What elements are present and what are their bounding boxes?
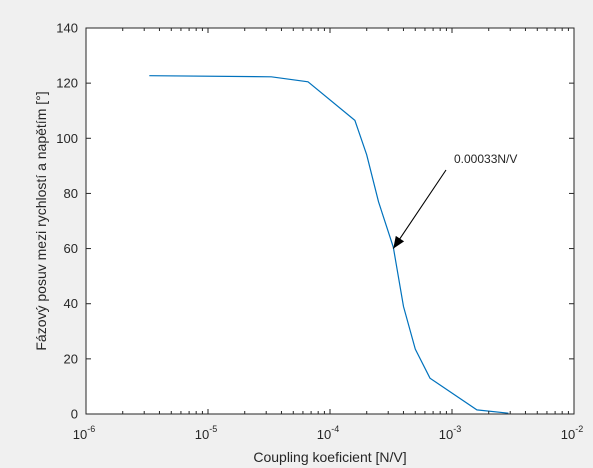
y-tick-label: 60 <box>64 241 78 256</box>
x-tick-label: 10-5 <box>195 424 217 442</box>
x-tick-label-base: 10 <box>195 427 209 442</box>
y-tick-label: 40 <box>64 296 78 311</box>
x-tick-label-base: 10 <box>73 427 87 442</box>
x-axis-label: Coupling koeficient [N/V] <box>253 449 406 465</box>
annotation-arrowhead <box>393 235 405 249</box>
x-tick-label-exponent: -3 <box>453 424 461 434</box>
annotation-label: 0.00033N/V <box>454 152 517 166</box>
labels-layer: 10-6 10-5 10-4 10-3 10-20204060801001201400.… <box>56 21 583 443</box>
y-tick-label: 140 <box>56 21 78 36</box>
x-tick-label-base: 10 <box>317 427 331 442</box>
y-tick-label: 120 <box>56 76 78 91</box>
x-tick-label-exponent: -2 <box>575 424 583 434</box>
x-tick-label-exponent: -6 <box>87 424 95 434</box>
x-tick-label-base: 10 <box>561 427 575 442</box>
y-tick-label: 80 <box>64 186 78 201</box>
y-axis-label: Fázový posuv mezi rychlostí a napětím [°… <box>33 91 49 350</box>
axes-background <box>86 28 574 414</box>
y-tick-label: 100 <box>56 131 78 146</box>
x-tick-label: 10-2 <box>561 424 583 442</box>
x-tick-label-exponent: -5 <box>209 424 217 434</box>
y-tick-label: 20 <box>64 351 78 366</box>
annotation-arrow <box>392 169 447 249</box>
x-tick-label: 10-3 <box>439 424 461 442</box>
x-tick-label-base: 10 <box>439 427 453 442</box>
axes-box <box>85 27 575 415</box>
y-tick-label: 0 <box>71 407 78 422</box>
x-tick-label: 10-6 <box>73 424 95 442</box>
plot-layer <box>149 75 509 414</box>
x-tick-label-exponent: -4 <box>331 424 339 434</box>
x-tick-label: 10-4 <box>317 424 339 442</box>
series-line <box>149 75 509 414</box>
